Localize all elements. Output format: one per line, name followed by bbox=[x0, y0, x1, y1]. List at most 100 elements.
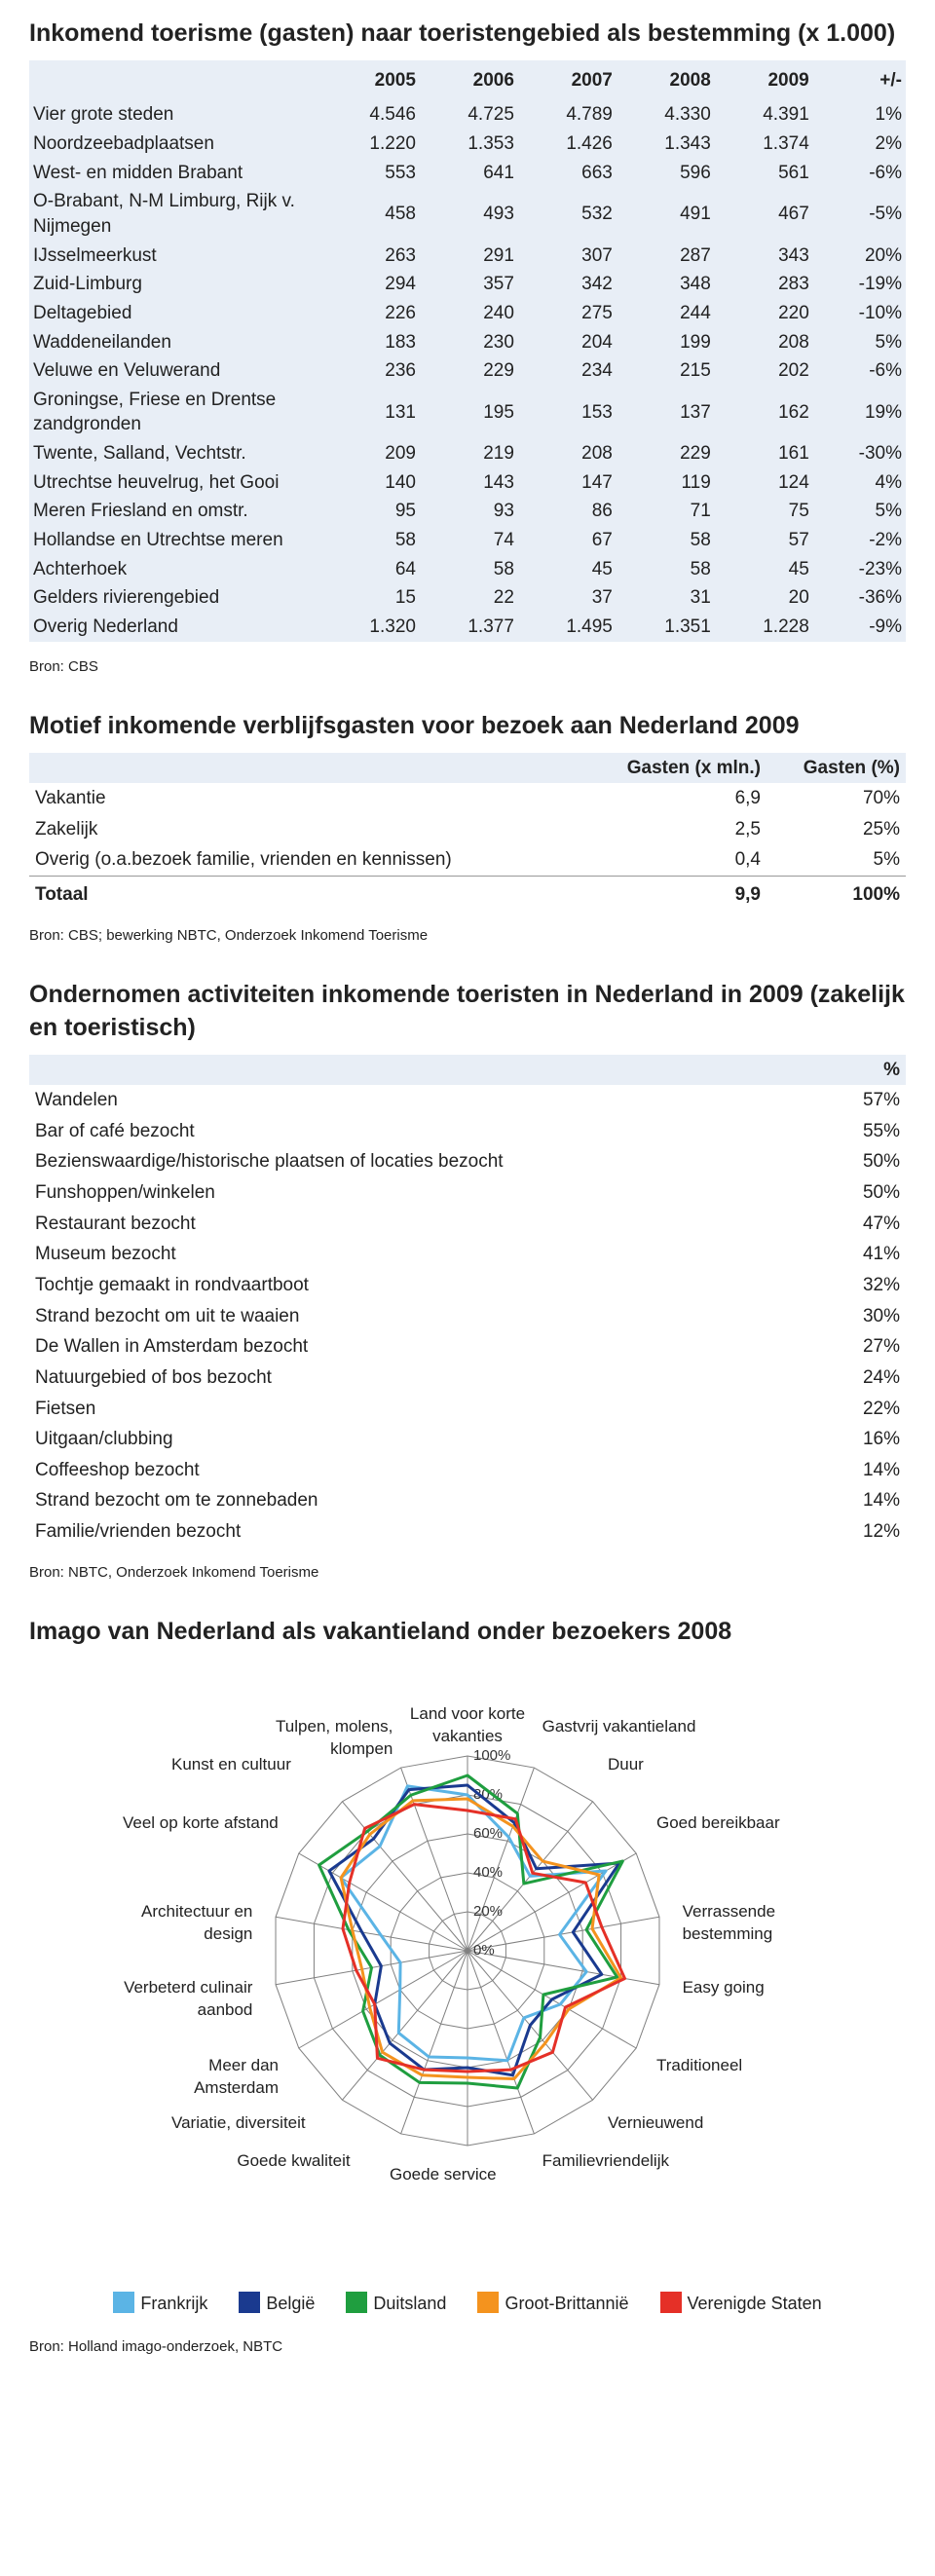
cell: -6% bbox=[813, 159, 906, 188]
table2-col: Gasten (x mln.) bbox=[580, 753, 767, 784]
cell: 47% bbox=[825, 1209, 906, 1240]
table-row: Gelders rivierengebied1522373120-36% bbox=[29, 583, 906, 613]
radar-section: Imago van Nederland als vakantieland ond… bbox=[0, 1598, 935, 2330]
cell: 45 bbox=[518, 555, 617, 584]
radar-axis-label: Vernieuwend bbox=[608, 2112, 703, 2135]
table-row: Natuurgebied of bos bezocht24% bbox=[29, 1363, 906, 1394]
cell: 67 bbox=[518, 526, 617, 555]
row-label: Fietsen bbox=[29, 1394, 825, 1425]
cell: 14% bbox=[825, 1455, 906, 1486]
cell: 100% bbox=[767, 877, 906, 911]
row-label: Meren Friesland en omstr. bbox=[29, 497, 321, 526]
cell: 37 bbox=[518, 583, 617, 613]
legend-swatch bbox=[346, 2292, 367, 2313]
table-row: Achterhoek6458455845-23% bbox=[29, 555, 906, 584]
cell: 58 bbox=[617, 526, 715, 555]
cell: 561 bbox=[715, 159, 813, 188]
cell: -9% bbox=[813, 613, 906, 642]
cell: 140 bbox=[321, 468, 420, 498]
cell: 45 bbox=[715, 555, 813, 584]
row-label: O-Brabant, N-M Limburg, Rijk v. Nijmegen bbox=[29, 187, 321, 241]
cell: 162 bbox=[715, 386, 813, 439]
radar-axis-label: Easy going bbox=[683, 1977, 765, 1999]
row-label: Coffeeshop bezocht bbox=[29, 1455, 825, 1486]
cell: 57% bbox=[825, 1085, 906, 1116]
radar-legend: FrankrijkBelgiëDuitslandGroot-Brittannië… bbox=[29, 2282, 906, 2323]
cell: 20% bbox=[813, 242, 906, 271]
cell: -5% bbox=[813, 187, 906, 241]
table-row: Noordzeebadplaatsen1.2201.3531.4261.3431… bbox=[29, 130, 906, 159]
cell: 240 bbox=[420, 299, 518, 328]
cell: 131 bbox=[321, 386, 420, 439]
legend-label: Duitsland bbox=[373, 2294, 446, 2313]
radar-axis-label: Verrassende bestemming bbox=[683, 1901, 839, 1946]
row-label: Zakelijk bbox=[29, 814, 580, 845]
cell: 348 bbox=[617, 270, 715, 299]
cell: -30% bbox=[813, 439, 906, 468]
cell: 209 bbox=[321, 439, 420, 468]
cell: 15 bbox=[321, 583, 420, 613]
cell: 491 bbox=[617, 187, 715, 241]
table1-col: 2008 bbox=[617, 60, 715, 101]
cell: 219 bbox=[420, 439, 518, 468]
cell: 32% bbox=[825, 1270, 906, 1301]
svg-text:40%: 40% bbox=[473, 1864, 503, 1881]
legend-swatch bbox=[113, 2292, 134, 2313]
table-row: Wandelen57% bbox=[29, 1085, 906, 1116]
table1-col: 2005 bbox=[321, 60, 420, 101]
row-label: Strand bezocht om te zonnebaden bbox=[29, 1485, 825, 1516]
radar-axis-label: Goede kwaliteit bbox=[237, 2150, 350, 2173]
table-row: Coffeeshop bezocht14% bbox=[29, 1455, 906, 1486]
cell: 1.353 bbox=[420, 130, 518, 159]
cell: 9,9 bbox=[580, 877, 767, 911]
cell: -10% bbox=[813, 299, 906, 328]
radar-axis-label: Variatie, diversiteit bbox=[171, 2112, 306, 2135]
table-row: Deltagebied226240275244220-10% bbox=[29, 299, 906, 328]
row-label: Funshoppen/winkelen bbox=[29, 1177, 825, 1209]
cell: 4.725 bbox=[420, 100, 518, 130]
legend-item: België bbox=[239, 2292, 315, 2315]
svg-text:100%: 100% bbox=[473, 1747, 510, 1764]
row-label: Utrechtse heuvelrug, het Gooi bbox=[29, 468, 321, 498]
cell: 58 bbox=[617, 555, 715, 584]
row-label: Museum bezocht bbox=[29, 1239, 825, 1270]
cell: 294 bbox=[321, 270, 420, 299]
row-label: De Wallen in Amsterdam bezocht bbox=[29, 1331, 825, 1363]
cell: 263 bbox=[321, 242, 420, 271]
table1-col: 2006 bbox=[420, 60, 518, 101]
cell: 1.220 bbox=[321, 130, 420, 159]
cell: 124 bbox=[715, 468, 813, 498]
cell: 596 bbox=[617, 159, 715, 188]
cell: 93 bbox=[420, 497, 518, 526]
radar-axis-label: Traditioneel bbox=[656, 2055, 742, 2077]
table1-col: +/- bbox=[813, 60, 906, 101]
table3-source: Bron: NBTC, Onderzoek Inkomend Toerisme bbox=[0, 1555, 935, 1598]
row-label: Waddeneilanden bbox=[29, 328, 321, 357]
cell: 22 bbox=[420, 583, 518, 613]
row-label: Familie/vrienden bezocht bbox=[29, 1516, 825, 1548]
row-label: Tochtje gemaakt in rondvaartboot bbox=[29, 1270, 825, 1301]
legend-label: België bbox=[266, 2294, 315, 2313]
cell: 342 bbox=[518, 270, 617, 299]
cell: 458 bbox=[321, 187, 420, 241]
cell: 226 bbox=[321, 299, 420, 328]
svg-text:20%: 20% bbox=[473, 1903, 503, 1920]
row-label: Bezienswaardige/historische plaatsen of … bbox=[29, 1146, 825, 1177]
cell: -6% bbox=[813, 356, 906, 386]
row-label: Vier grote steden bbox=[29, 100, 321, 130]
radar-axis-label: Duur bbox=[608, 1754, 644, 1776]
radar-axis-label: Veel op korte afstand bbox=[123, 1812, 279, 1835]
cell: 50% bbox=[825, 1177, 906, 1209]
table1-source: Bron: CBS bbox=[0, 650, 935, 692]
table3-col: % bbox=[825, 1055, 906, 1086]
cell: 31 bbox=[617, 583, 715, 613]
table-row: Veluwe en Veluwerand236229234215202-6% bbox=[29, 356, 906, 386]
cell: 147 bbox=[518, 468, 617, 498]
table-row: Waddeneilanden1832302041992085% bbox=[29, 328, 906, 357]
table-row: Familie/vrienden bezocht12% bbox=[29, 1516, 906, 1548]
cell: 208 bbox=[715, 328, 813, 357]
total-label: Totaal bbox=[29, 877, 580, 911]
cell: 1.426 bbox=[518, 130, 617, 159]
cell: 1.374 bbox=[715, 130, 813, 159]
legend-label: Groot-Brittannië bbox=[505, 2294, 628, 2313]
